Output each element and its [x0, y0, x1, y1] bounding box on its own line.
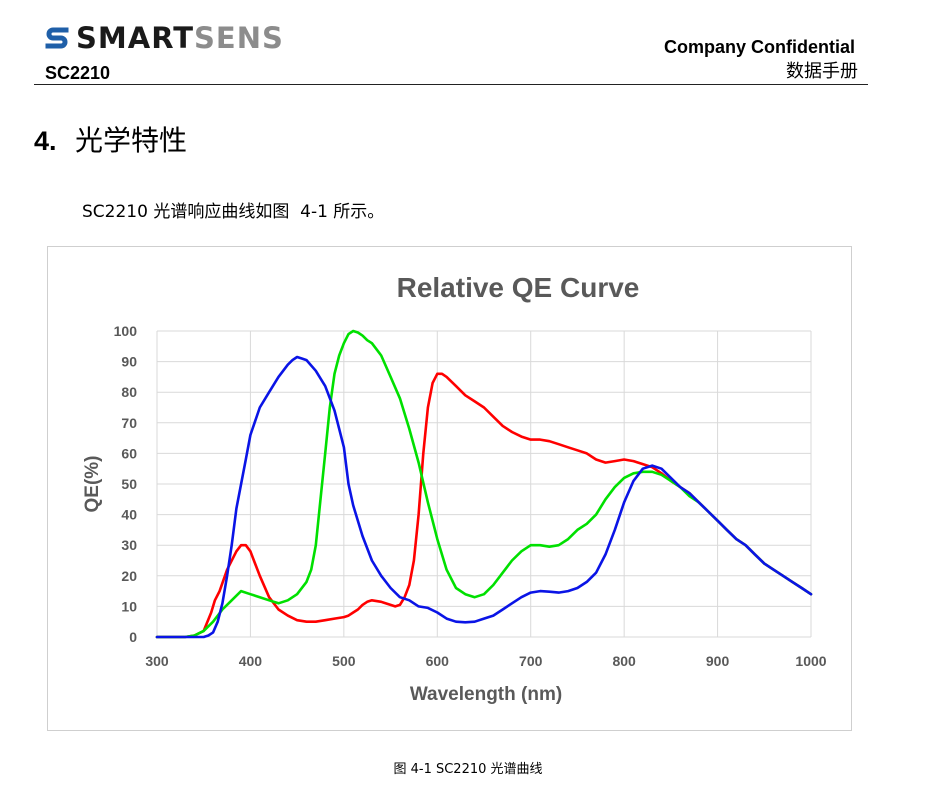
figure-frame: 0 10 20 30 40 50 60 70 80 90 100 300 400 500 600 700 800…	[47, 246, 852, 731]
x-tick-label: 400	[239, 653, 263, 669]
header-rule	[34, 84, 868, 85]
x-tick-label: 1000	[795, 653, 826, 669]
section-title: 光学特性	[75, 124, 188, 157]
x-tick-label: 600	[426, 653, 450, 669]
document-id: SC2210	[45, 63, 111, 83]
x-tick-label: 900	[706, 653, 730, 669]
y-tick-label: 10	[121, 598, 137, 614]
figure-caption: 图 4-1 SC2210 光谱曲线	[393, 762, 543, 777]
x-tick-label: 700	[519, 653, 543, 669]
x-tick-label: 800	[612, 653, 636, 669]
intro-paragraph: SC2210 光谱响应曲线如图 4-1 所示。	[82, 202, 385, 222]
y-tick-label: 30	[121, 537, 137, 553]
y-tick-label: 70	[121, 415, 137, 431]
company-logo: SMARTSENS	[44, 20, 284, 56]
logo-smart-text: SMART	[76, 21, 194, 55]
y-axis-label: QE(%)	[82, 456, 103, 513]
qe-chart: 0 10 20 30 40 50 60 70 80 90 100 300 400 500 600 700 800…	[82, 272, 827, 705]
logo-wordmark: SMARTSENS	[76, 20, 284, 56]
logo-sens-text: SENS	[194, 21, 284, 55]
confidential-label: Company Confidential	[663, 37, 855, 57]
y-tick-label: 50	[121, 476, 137, 492]
document-type: 数据手册	[786, 61, 858, 82]
y-tick-label: 80	[121, 384, 137, 400]
section-number: 4.	[34, 126, 57, 156]
y-tick-label: 20	[121, 568, 137, 584]
y-tick-label: 90	[121, 354, 137, 370]
logo-s-icon	[45, 27, 69, 49]
x-tick-label: 500	[332, 653, 356, 669]
x-axis-label: Wavelength (nm)	[410, 684, 562, 705]
qe-series-blue	[155, 355, 813, 639]
y-tick-label: 60	[121, 445, 137, 461]
x-tick-label: 300	[145, 653, 169, 669]
y-tick-label: 40	[121, 507, 137, 523]
y-tick-label: 100	[114, 323, 138, 339]
chart-title: Relative QE Curve	[397, 272, 640, 303]
qe-series-red	[155, 372, 813, 639]
y-tick-label: 0	[129, 629, 137, 645]
